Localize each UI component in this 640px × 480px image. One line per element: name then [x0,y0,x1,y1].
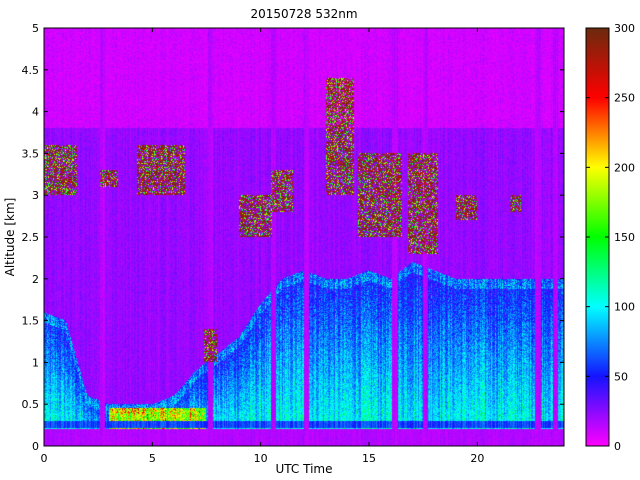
x-tick-label: 15 [362,452,376,465]
heatmap-plot-area [44,28,564,446]
y-tick-label: 3.5 [22,147,40,160]
colorbar-tick-label: 200 [614,161,635,174]
colorbar-tick-label: 0 [614,440,621,453]
x-axis: 0 5 10 15 20 [41,28,484,465]
colorbar-tick-label: 300 [614,22,635,35]
y-axis-title: Altitude [km] [3,198,17,277]
y-axis: 0 0.5 1 1.5 2 2.5 3 3.5 4 4.5 5 [22,22,564,453]
y-tick-label: 0 [32,440,39,453]
y-tick-label: 1.5 [22,315,40,328]
y-tick-label: 4.5 [22,64,40,77]
y-tick-label: 5 [32,22,39,35]
colorbar-tick-label: 50 [614,370,628,383]
x-tick-label: 20 [470,452,484,465]
x-tick-label: 10 [254,452,268,465]
colorbar-tick-label: 100 [614,301,635,314]
y-tick-label: 1 [32,356,39,369]
backscatter-heatmap [44,28,564,446]
colorbar-tick-label: 150 [614,231,635,244]
chart-title: 20150728 532nm [250,7,357,21]
x-axis-title: UTC Time [276,462,333,476]
x-tick-label: 0 [41,452,48,465]
colorbar-tick-label: 250 [614,92,635,105]
y-tick-label: 4 [32,106,39,119]
colorbar-axis: 0 50 100 150 200 250 300 [586,22,635,453]
x-tick-label: 5 [149,452,156,465]
y-tick-label: 3 [32,189,39,202]
y-tick-label: 2 [32,273,39,286]
y-tick-label: 0.5 [22,398,40,411]
y-tick-label: 2.5 [22,231,40,244]
